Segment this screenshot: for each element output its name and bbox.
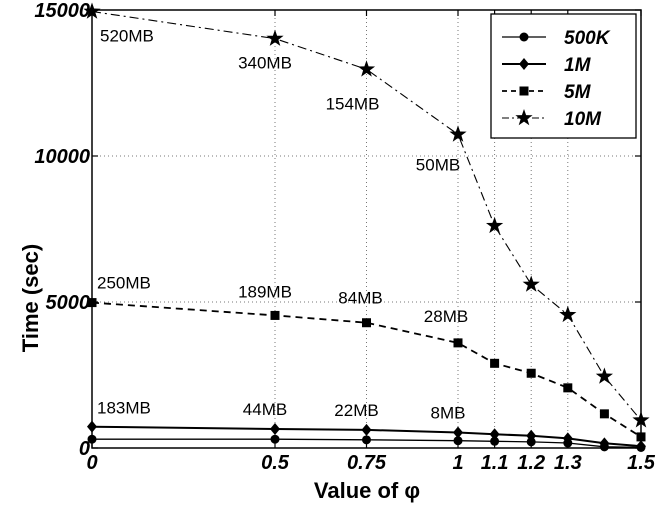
- data-point-10m: [266, 29, 284, 46]
- legend-marker-5m: [519, 86, 529, 96]
- data-point-5m: [563, 383, 573, 393]
- data-point-500k: [490, 436, 500, 446]
- annotations: 520MB 340MB 154MB 50MB 250MB 189MB 84MB 28MB 183…: [97, 26, 468, 422]
- y-tick-label: 0: [79, 438, 90, 460]
- y-axis-label: Time (sec): [18, 244, 43, 352]
- x-tick-label: 0.5: [261, 452, 290, 474]
- axes: [91, 9, 642, 449]
- legend-marker-1m: [519, 58, 529, 70]
- legend-box: [490, 13, 637, 139]
- size-annotation: 154MB: [326, 94, 380, 113]
- size-annotation: 50MB: [416, 155, 460, 174]
- x-tick-label: 1: [452, 452, 463, 474]
- legend-label-500k: 500K: [564, 28, 611, 49]
- x-tick-label: 1.5: [627, 452, 656, 474]
- x-tick-label: 1.3: [554, 452, 582, 474]
- data-point-5m: [599, 409, 609, 419]
- x-tick-label: 1.2: [517, 452, 545, 474]
- ticks: 0 0.5 0.75 1 1.1 1.2 1.3 1.5 0 5000 10000 15000: [34, 0, 655, 474]
- x-tick-label: 1.1: [481, 452, 509, 474]
- x-tick-label: 0.75: [347, 452, 387, 474]
- size-annotation: 520MB: [100, 26, 154, 45]
- data-point-500k: [362, 435, 371, 445]
- legend-label-1m: 1M: [564, 55, 592, 76]
- size-annotation: 84MB: [338, 289, 382, 308]
- data-point-5m: [362, 318, 371, 328]
- data-point-1m: [453, 426, 463, 439]
- data-point-1m: [361, 423, 372, 436]
- x-axis-label: Value of φ: [314, 478, 420, 503]
- data-point-500k: [270, 434, 280, 444]
- data-point-5m: [270, 310, 280, 320]
- x-tick-label: 0: [86, 452, 97, 474]
- data-point-500k: [453, 436, 463, 446]
- size-annotation: 28MB: [424, 307, 468, 326]
- data-point-10m: [559, 305, 577, 323]
- legend-label-5m: 5M: [564, 82, 592, 103]
- y-tick-label: 5000: [46, 292, 91, 314]
- y-tick-label: 15000: [34, 0, 90, 22]
- size-annotation: 22MB: [334, 401, 378, 420]
- legend-marker-500k: [519, 32, 529, 42]
- legend-marker-10m: [515, 109, 533, 126]
- size-annotation: 183MB: [97, 399, 151, 418]
- data-point-1m: [526, 429, 537, 442]
- series-line-10m: [91, 10, 642, 421]
- y-tick-label: 10000: [34, 146, 90, 168]
- size-annotation: 340MB: [238, 54, 292, 73]
- size-annotation: 44MB: [243, 400, 287, 419]
- data-point-500k: [526, 437, 536, 447]
- data-point-10m: [595, 367, 613, 384]
- data-point-1m: [562, 432, 573, 445]
- legend-label-10m: 10M: [564, 109, 602, 130]
- data-point-5m: [453, 338, 463, 348]
- size-annotation: 8MB: [431, 404, 466, 423]
- data-point-10m: [522, 275, 540, 292]
- data-point-10m: [486, 216, 504, 234]
- data-point-5m: [526, 368, 536, 378]
- data-point-1m: [270, 423, 280, 436]
- legend: 500K 1M 5M 10M: [490, 13, 637, 139]
- size-annotation: 189MB: [238, 282, 292, 301]
- data-point-10m: [449, 125, 467, 142]
- data-point-5m: [490, 358, 500, 368]
- data-point-1m: [489, 428, 500, 441]
- data-point-1m: [599, 437, 610, 450]
- data-point-10m: [357, 60, 376, 77]
- size-annotation: 250MB: [97, 274, 151, 293]
